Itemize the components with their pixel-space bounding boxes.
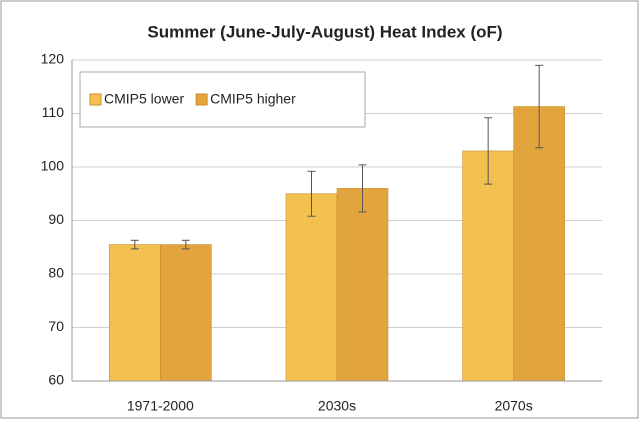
bar — [285, 193, 338, 382]
legend-swatch — [89, 93, 102, 106]
legend-box — [79, 71, 366, 128]
y-tick-label: 70 — [48, 318, 64, 334]
error-bar — [358, 164, 367, 213]
y-tick-label: 60 — [48, 372, 64, 388]
x-tick-label: 2070s — [495, 398, 533, 414]
legend-label: CMIP5 lower — [104, 91, 184, 107]
error-bar — [181, 239, 190, 250]
y-tick-label: 80 — [48, 265, 64, 281]
y-tick-label: 100 — [41, 158, 65, 174]
bar — [336, 188, 389, 382]
error-bar — [484, 117, 493, 185]
error-bar — [130, 239, 139, 250]
bar — [160, 244, 212, 382]
x-tick-label: 1971-2000 — [127, 398, 194, 414]
chart-title: Summer (June-July-August) Heat Index (oF… — [147, 22, 502, 41]
legend-label: CMIP5 higher — [210, 91, 296, 107]
bar — [513, 106, 565, 382]
y-tick-label: 110 — [42, 104, 65, 120]
error-bar — [307, 170, 316, 217]
bar — [462, 150, 514, 382]
error-bar — [535, 64, 544, 149]
bar — [109, 244, 161, 382]
y-tick-label: 90 — [48, 211, 64, 227]
legend-swatch — [195, 93, 208, 106]
y-tick-label: 120 — [41, 51, 65, 67]
x-tick-label: 2030s — [318, 398, 356, 414]
